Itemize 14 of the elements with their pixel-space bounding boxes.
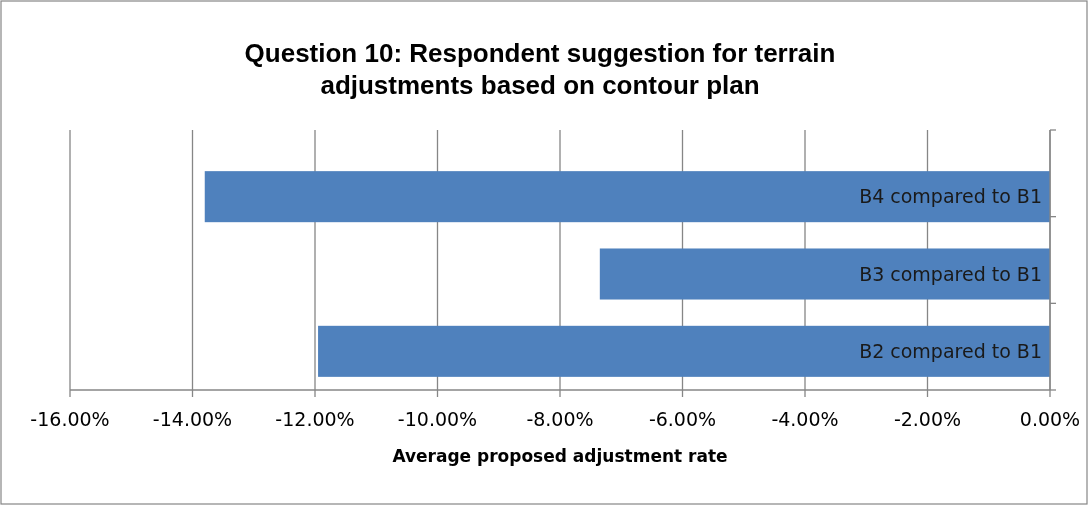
x-tick-label: -4.00% [771, 408, 839, 430]
x-tick-label: -16.00% [30, 408, 110, 430]
x-axis-title: Average proposed adjustment rate [392, 446, 728, 466]
y-tick-label: B3 compared to B1 [859, 262, 1042, 285]
x-tick-label: 0.00% [1019, 408, 1081, 430]
y-tick-label: B2 compared to B1 [859, 339, 1042, 362]
x-tick-label: -6.00% [648, 408, 717, 430]
x-tick-label: -12.00% [275, 408, 355, 430]
y-tick-label: B4 compared to B1 [859, 185, 1042, 208]
x-tick-label: -8.00% [526, 408, 594, 430]
x-tick-label: -14.00% [152, 408, 233, 430]
x-tick-label: -2.00% [893, 408, 962, 430]
x-tick-label: -10.00% [397, 408, 478, 430]
chart-title: Question 10: Respondent suggestion for terrain adjustments based on contour plan [244, 38, 836, 100]
